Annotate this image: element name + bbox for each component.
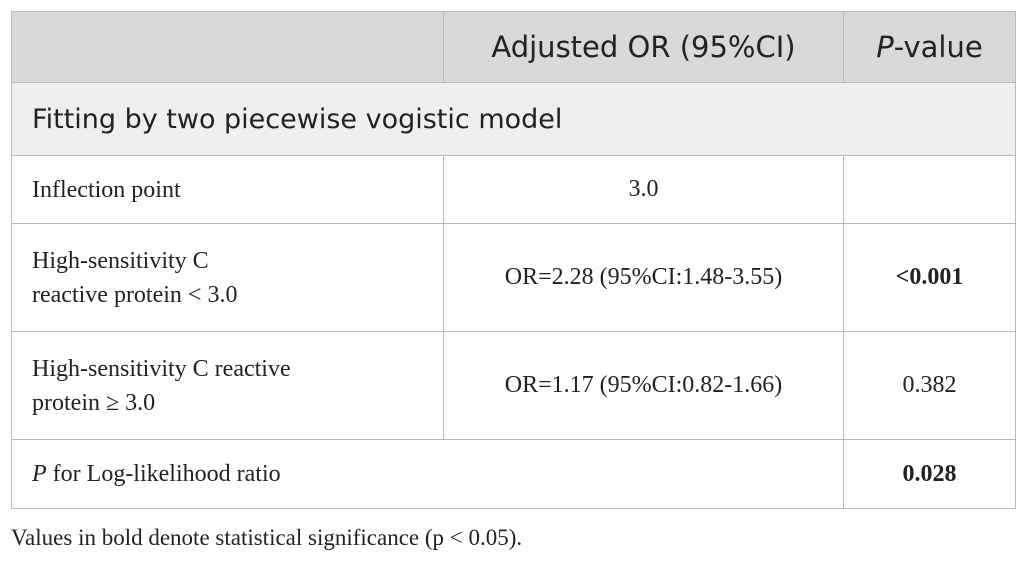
row-label-log-likelihood: P for Log-likelihood ratio xyxy=(11,439,844,509)
table-footnote: Values in bold denote statistical signif… xyxy=(11,525,523,550)
row-p-log-likelihood: 0.028 xyxy=(843,439,1016,509)
section-title: Fitting by two piecewise vogistic model xyxy=(11,82,1016,156)
results-table-container: Adjusted OR (95%CI) P-value Fitting by t… xyxy=(11,11,1016,509)
row-label-hscrp-low: High-sensitivity C reactive protein < 3.… xyxy=(11,223,444,332)
header-adjusted-or: Adjusted OR (95%CI) xyxy=(443,11,844,83)
table-row: P for Log-likelihood ratio 0.028 xyxy=(11,439,1016,509)
table-header-row: Adjusted OR (95%CI) P-value xyxy=(11,11,1016,83)
row-or-hscrp-low: OR=2.28 (95%CI:1.48-3.55) xyxy=(443,223,844,332)
table-row: Inflection point 3.0 xyxy=(11,155,1016,224)
row-label-inflection: Inflection point xyxy=(11,155,444,224)
row-label-line1: High-sensitivity C reactive xyxy=(32,355,291,382)
row-label-hscrp-high: High-sensitivity C reactive protein ≥ 3.… xyxy=(11,331,444,440)
piecewise-logistic-table: Adjusted OR (95%CI) P-value Fitting by t… xyxy=(11,11,1016,509)
header-p-italic: P xyxy=(876,30,894,64)
header-p-rest: -value xyxy=(893,30,983,64)
section-row: Fitting by two piecewise vogistic model xyxy=(11,82,1016,156)
row-label-line1: High-sensitivity C xyxy=(32,247,209,274)
row-p-inflection xyxy=(843,155,1016,224)
row-p-hscrp-low: <0.001 xyxy=(843,223,1016,332)
row-p-hscrp-high: 0.382 xyxy=(843,331,1016,440)
header-cell-blank xyxy=(11,11,444,83)
table-row: High-sensitivity C reactive protein ≥ 3.… xyxy=(11,331,1016,440)
row-label-rest: for Log-likelihood ratio xyxy=(46,461,281,487)
row-or-inflection: 3.0 xyxy=(443,155,844,224)
row-label-p-italic: P xyxy=(32,461,47,487)
table-row: High-sensitivity C reactive protein < 3.… xyxy=(11,223,1016,332)
row-label-line2: reactive protein < 3.0 xyxy=(32,281,238,308)
header-p-value: P-value xyxy=(843,11,1016,83)
row-or-hscrp-high: OR=1.17 (95%CI:0.82-1.66) xyxy=(443,331,844,440)
row-label-line2: protein ≥ 3.0 xyxy=(32,389,156,416)
